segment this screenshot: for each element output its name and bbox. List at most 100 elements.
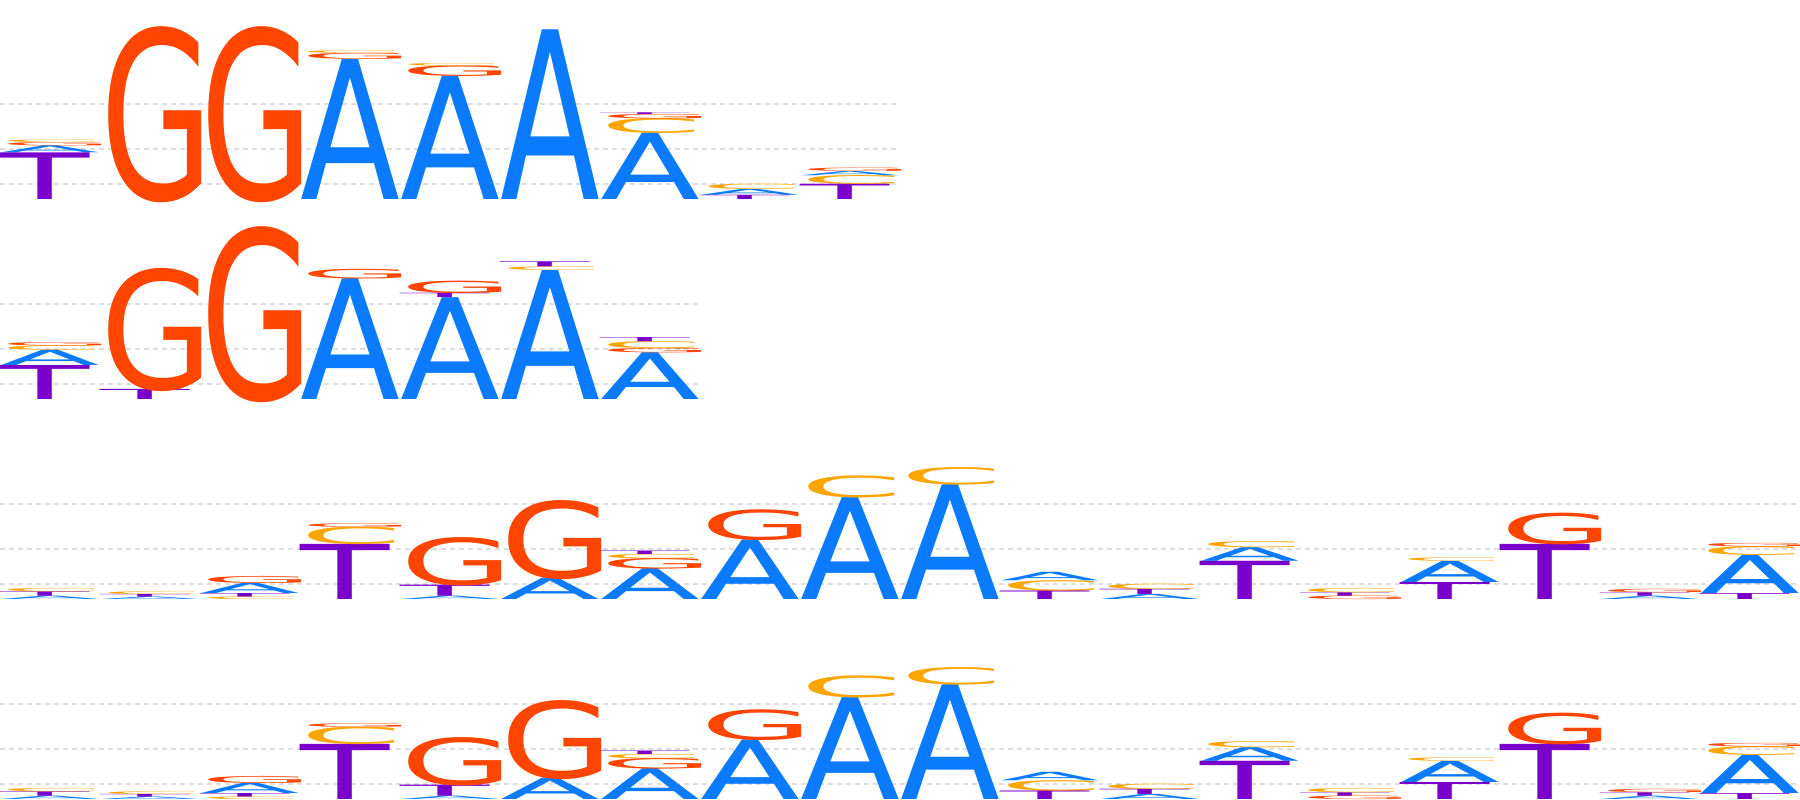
logo-letter-t: T xyxy=(599,112,691,115)
logo-letter-a: A xyxy=(0,144,100,155)
logo-column: A xyxy=(500,0,600,254)
logo-column: ATG xyxy=(1599,588,1714,600)
logo-letter-t: T xyxy=(1399,577,1491,604)
logo-letter-g: G xyxy=(1300,795,1413,800)
logo-column: AG xyxy=(700,702,813,800)
logo-letter-a: A xyxy=(600,339,700,414)
logo-column: TAC xyxy=(1399,555,1502,605)
logo-letter-g: G xyxy=(300,267,413,282)
logo-letter-t: T xyxy=(1199,750,1291,800)
logo-letter-g: G xyxy=(400,725,513,800)
logo-letter-t: T xyxy=(1099,787,1191,795)
logo-letter-g: G xyxy=(300,722,413,727)
logo-letter-a: A xyxy=(1400,555,1500,589)
logo-letter-g: G xyxy=(100,238,213,428)
logo-letter-c: C xyxy=(200,796,302,800)
logo-column: ATC xyxy=(0,787,102,800)
logo-column: GTC xyxy=(1299,787,1414,800)
logo-column: TCA xyxy=(999,770,1102,800)
logo-column: TAC xyxy=(1199,540,1302,612)
logo-letter-t: T xyxy=(799,180,890,205)
logo-letter-g: G xyxy=(1500,705,1613,754)
logo-letter-t: T xyxy=(299,729,391,800)
logo-column: TCA xyxy=(999,570,1102,602)
logo-letter-c: C xyxy=(1700,744,1800,757)
logo-letter-g: G xyxy=(300,51,413,60)
logo-letter-a: A xyxy=(500,235,600,441)
logo-letter-a: A xyxy=(800,170,900,177)
logo-letter-g: G xyxy=(1300,595,1413,600)
logo-letter-g: G xyxy=(600,113,713,120)
logo-letter-t: T xyxy=(1599,791,1691,796)
logo-letter-t: T xyxy=(199,592,291,597)
logo-letter-g: G xyxy=(500,680,613,800)
logo-letter-c: C xyxy=(400,62,502,66)
logo-letter-t: T xyxy=(699,194,791,201)
logo-letter-t: T xyxy=(1499,729,1591,800)
logo-letter-c: C xyxy=(900,463,1002,490)
logo-letter-t: T xyxy=(999,588,1091,601)
logo-letter-a: A xyxy=(1200,743,1300,765)
logo-letter-a: A xyxy=(400,44,500,240)
logo-letter-g: G xyxy=(400,63,513,79)
logo-letter-t: T xyxy=(599,750,691,755)
logo-letter-c: C xyxy=(1200,540,1302,549)
logo-letter-g: G xyxy=(800,167,913,172)
logo-letter-c: C xyxy=(0,139,102,143)
logo-letter-c: C xyxy=(800,470,902,504)
logo-letter-a: A xyxy=(800,469,900,632)
logo-column: AC xyxy=(800,669,902,800)
logo-letter-a: A xyxy=(100,596,200,600)
logo-letter-g: G xyxy=(1600,788,1713,793)
logo-letter-g: G xyxy=(300,522,413,527)
logo-letter-t: T xyxy=(1099,587,1191,595)
logo-column: TCG xyxy=(299,522,413,617)
logo-letter-t: T xyxy=(999,788,1091,800)
logo-letter-t: T xyxy=(199,792,291,797)
logo-column: AC xyxy=(900,653,1002,800)
logo-letter-c: C xyxy=(600,339,702,350)
logo-letter-c: C xyxy=(800,173,902,186)
logo-letter-g: G xyxy=(600,347,713,354)
logo-letter-g: G xyxy=(400,278,513,297)
logo-letter-a: A xyxy=(700,187,800,196)
logo-column: ATG xyxy=(1599,788,1714,800)
logo-letter-t: T xyxy=(1699,792,1791,800)
logo-letter-c: C xyxy=(300,50,402,54)
logo-column: TG xyxy=(1499,705,1613,800)
logo-letter-t: T xyxy=(99,593,191,597)
logo-letter-c: C xyxy=(700,182,802,190)
logo-column: TG xyxy=(99,238,214,428)
logo-letter-c: C xyxy=(1400,756,1502,761)
logo-letter-c: C xyxy=(1400,556,1502,561)
logo-letter-t: T xyxy=(499,260,591,268)
logo-letter-a: A xyxy=(300,22,400,245)
logo-column: TCG xyxy=(299,722,413,800)
logo-letter-a: A xyxy=(300,245,400,438)
logo-letter-a: A xyxy=(1000,570,1100,583)
logo-column: TG xyxy=(1499,505,1613,617)
logo-letter-a: A xyxy=(1700,744,1800,800)
logo-letter-c: C xyxy=(1000,578,1102,594)
logo-column: ATC xyxy=(1099,782,1202,800)
logo-column: TAC xyxy=(1399,755,1502,800)
logo-letter-a: A xyxy=(200,580,300,596)
logo-letter-a: A xyxy=(400,269,500,432)
logo-letter-t: T xyxy=(299,529,391,617)
logo-letter-t: T xyxy=(1299,791,1391,796)
logo-letter-g: G xyxy=(500,480,613,602)
logo-letter-t: T xyxy=(1499,529,1591,617)
logo-letter-a: A xyxy=(900,453,1000,636)
logo-letter-g: G xyxy=(600,756,713,772)
logo-letter-a: A xyxy=(600,115,700,221)
logo-letter-a: A xyxy=(1600,595,1700,600)
logo-column: ATC xyxy=(99,591,202,600)
